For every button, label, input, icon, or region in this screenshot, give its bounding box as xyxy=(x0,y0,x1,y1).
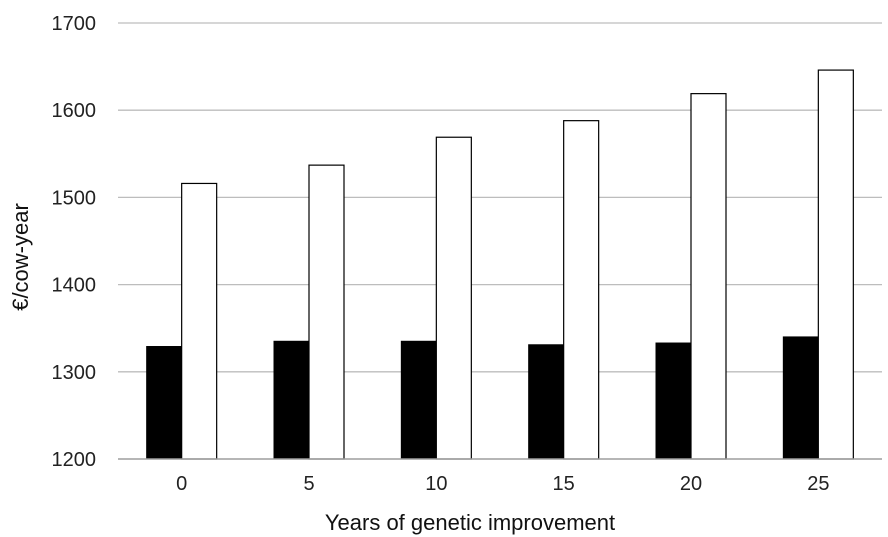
y-tick-label: 1700 xyxy=(52,13,97,35)
bar-dark xyxy=(655,342,692,460)
x-tick-label: 0 xyxy=(176,473,187,495)
bar-light xyxy=(563,120,600,460)
y-tick-label: 1200 xyxy=(52,449,97,471)
x-axis-ticks: 0 5 10 15 20 25 xyxy=(176,473,829,495)
bar-light xyxy=(690,93,727,460)
bar-dark xyxy=(782,336,819,460)
gridlines xyxy=(118,22,882,373)
x-tick-label: 10 xyxy=(425,473,447,495)
y-tick-label: 1500 xyxy=(52,187,97,209)
bar-light xyxy=(181,182,218,460)
x-axis-title: Years of genetic improvement xyxy=(325,510,615,535)
bar-light xyxy=(817,69,854,460)
y-tick-label: 1400 xyxy=(52,275,97,297)
x-tick-label: 25 xyxy=(807,473,829,495)
y-tick-label: 1300 xyxy=(52,362,97,384)
bar-dark xyxy=(400,340,437,460)
bar-light xyxy=(308,164,345,460)
bar-dark xyxy=(273,340,310,460)
bars xyxy=(146,69,854,460)
x-tick-label: 15 xyxy=(553,473,575,495)
y-axis-ticks: 1200 1300 1400 1500 1600 1700 xyxy=(52,13,97,471)
x-tick-label: 5 xyxy=(303,473,314,495)
y-axis-title: €/cow-year xyxy=(8,203,33,311)
bar-dark xyxy=(528,344,565,460)
y-tick-label: 1600 xyxy=(52,100,97,122)
bar-dark xyxy=(146,346,183,460)
x-tick-label: 20 xyxy=(680,473,702,495)
bar-light xyxy=(435,136,472,460)
